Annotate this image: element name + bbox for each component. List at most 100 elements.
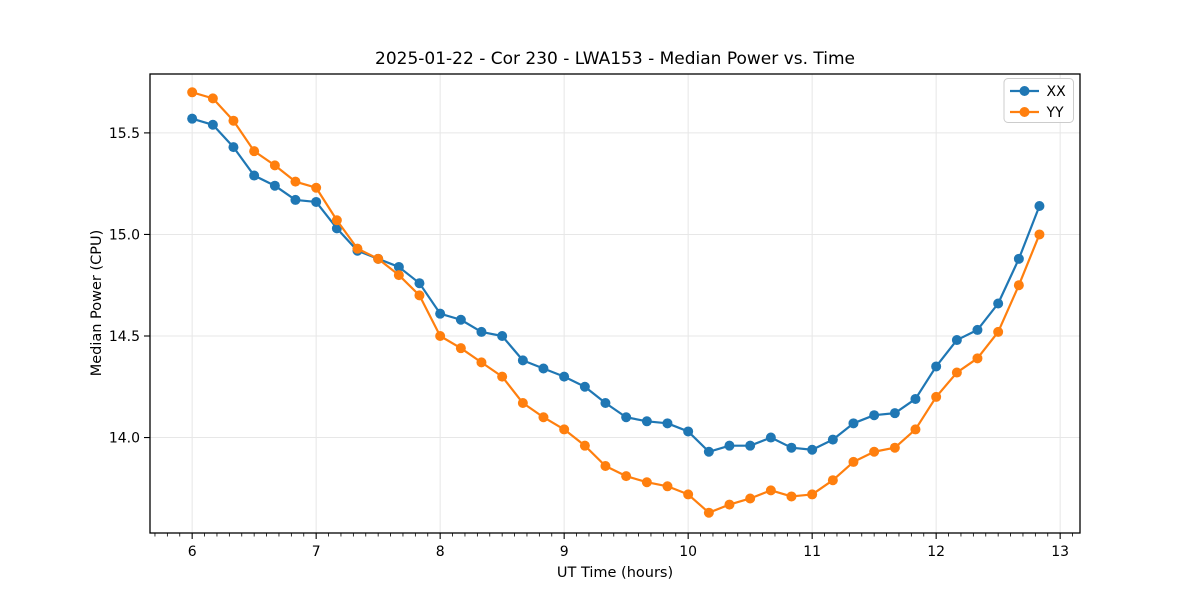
series-xx-point — [786, 442, 797, 453]
series-yy-point — [745, 493, 756, 504]
series-yy-point — [910, 424, 921, 435]
series-xx-point — [993, 298, 1004, 309]
series-yy-point — [1034, 229, 1045, 240]
series-yy-point — [393, 270, 404, 281]
series-yy-point — [786, 491, 797, 502]
x-tick-label: 10 — [679, 544, 697, 560]
series-yy-point — [352, 243, 363, 254]
series-xx-point — [228, 142, 239, 153]
series-xx-point — [187, 113, 198, 124]
series-yy-point — [807, 489, 818, 500]
series-xx-point — [724, 440, 735, 451]
series-xx-point — [290, 194, 301, 205]
series-yy-point — [228, 115, 239, 126]
series-xx-point — [476, 326, 487, 337]
series-xx-point — [269, 180, 280, 191]
series-xx-point — [910, 393, 921, 404]
series-xx-point — [641, 416, 652, 427]
series-yy-point — [517, 398, 528, 409]
series-yy-point — [827, 475, 838, 486]
series-xx-point — [600, 398, 611, 409]
series-xx-point — [249, 170, 260, 181]
x-tick-label: 6 — [188, 544, 197, 560]
series-xx-point — [414, 278, 425, 289]
series-yy-point — [703, 507, 714, 518]
series-yy-point — [476, 357, 487, 368]
series-yy-point — [455, 343, 466, 354]
series-yy-point — [848, 456, 859, 467]
x-tick-label: 12 — [927, 544, 945, 560]
series-xx-point — [517, 355, 528, 366]
y-axis-label: Median Power (CPU) — [89, 229, 105, 377]
y-tick-label: 14.5 — [109, 329, 140, 345]
series-yy-point — [249, 146, 260, 157]
series-yy-point — [972, 353, 983, 364]
series-xx-point — [1013, 253, 1024, 264]
series-xx-point — [683, 426, 694, 437]
series-xx-point — [827, 434, 838, 445]
x-tick-label: 8 — [436, 544, 445, 560]
series-yy-point — [331, 215, 342, 226]
plot-border — [149, 73, 1081, 534]
series-xx-point — [931, 361, 942, 372]
series-xx-point — [703, 446, 714, 457]
x-tick-label: 7 — [312, 544, 321, 560]
series-xx-point — [579, 381, 590, 392]
series-xx-point — [662, 418, 673, 429]
series-xx-point — [393, 261, 404, 272]
series-yy-point — [621, 471, 632, 482]
series-yy-point — [724, 499, 735, 510]
series-xx-point — [311, 196, 322, 207]
series-yy-point — [538, 412, 549, 423]
series-xx-point — [972, 324, 983, 335]
series-yy-point — [683, 489, 694, 500]
series-xx-point — [455, 314, 466, 325]
y-tick-label: 15.5 — [109, 126, 140, 142]
series-yy-point — [765, 485, 776, 496]
chart-title: 2025-01-22 - Cor 230 - LWA153 - Median P… — [375, 49, 855, 69]
series-yy-point — [889, 442, 900, 453]
legend-marker — [1019, 107, 1030, 117]
series-xx-point — [621, 412, 632, 423]
y-tick-label: 15.0 — [109, 227, 140, 243]
series-yy-point — [579, 440, 590, 451]
x-tick-label: 13 — [1051, 544, 1069, 560]
series-yy-point — [435, 330, 446, 341]
series-xx-point — [889, 408, 900, 419]
series-yy-point — [373, 253, 384, 264]
series-yy-point — [993, 326, 1004, 337]
series-xx-point — [559, 371, 570, 382]
series-xx-point — [869, 410, 880, 421]
series-xx-point — [745, 440, 756, 451]
series-yy-point — [497, 371, 508, 382]
series-yy-point — [931, 391, 942, 402]
series-xx-point — [1034, 201, 1045, 212]
legend-label: XX — [1047, 84, 1067, 100]
series-xx-point — [848, 418, 859, 429]
series-xx-point — [807, 444, 818, 455]
series-yy-point — [269, 160, 280, 171]
series-yy-point — [600, 460, 611, 471]
series-yy-point — [207, 93, 218, 104]
x-tick-label: 11 — [803, 544, 821, 560]
series-yy-point — [290, 176, 301, 187]
series-xx-point — [951, 335, 962, 346]
series-xx-point — [207, 119, 218, 130]
series-yy-line — [191, 91, 1041, 514]
series-xx-point — [538, 363, 549, 374]
series-xx-point — [435, 308, 446, 319]
series-xx-point — [497, 330, 508, 341]
y-tick-label: 14.0 — [109, 431, 140, 447]
legend-marker — [1019, 86, 1030, 96]
series-yy-point — [662, 481, 673, 492]
series-yy-point — [869, 446, 880, 457]
series-yy-point — [559, 424, 570, 435]
series-yy-point — [187, 87, 198, 98]
series-yy-point — [1013, 280, 1024, 291]
x-tick-label: 9 — [560, 544, 569, 560]
series-yy-point — [641, 477, 652, 488]
series-xx-point — [331, 223, 342, 234]
series-yy-point — [311, 182, 322, 193]
